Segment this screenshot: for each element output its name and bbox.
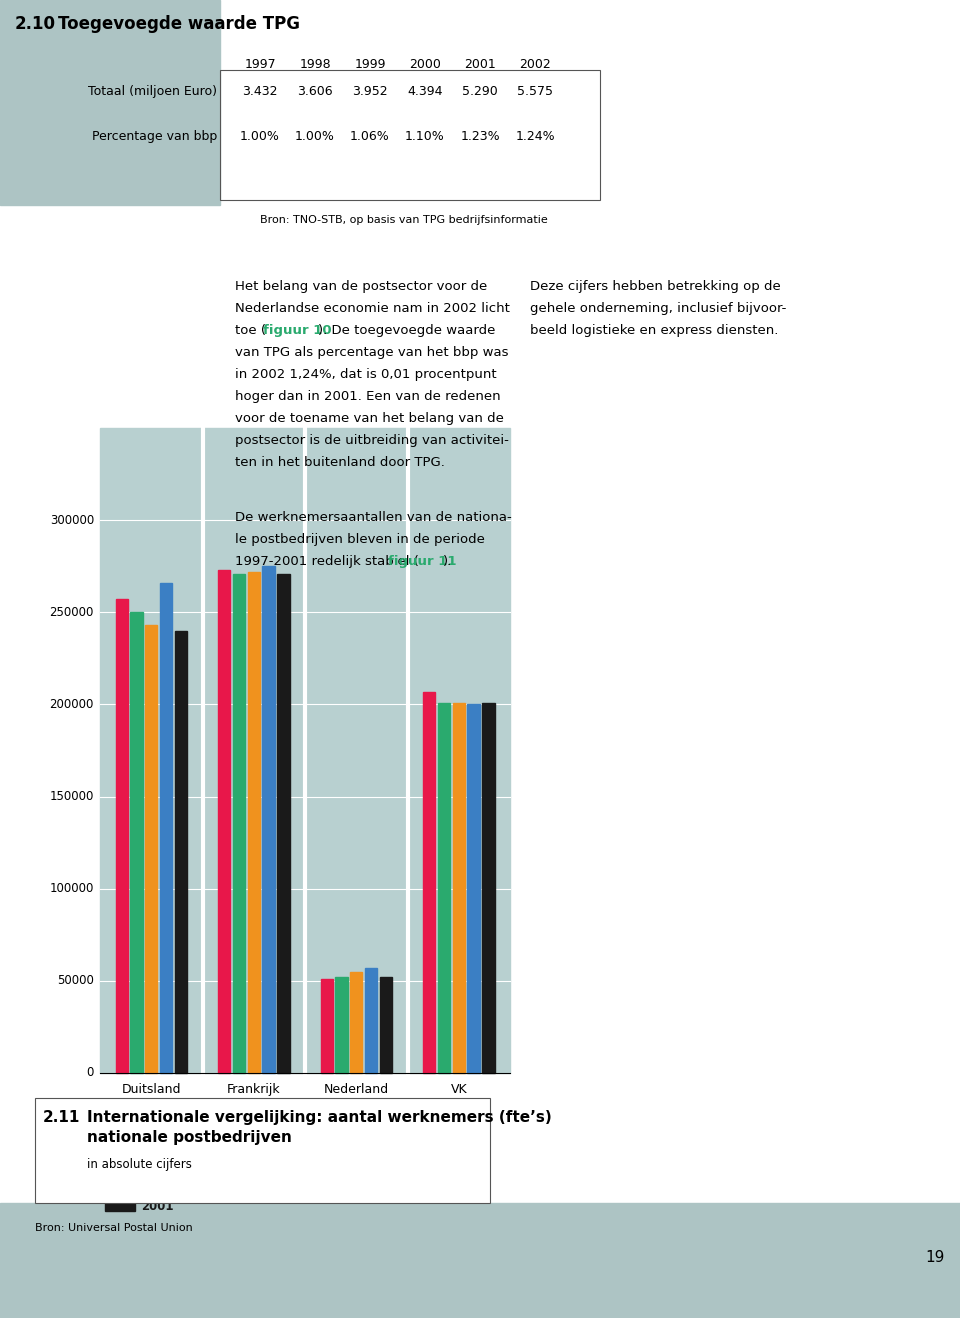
Text: VK: VK — [450, 1083, 468, 1097]
Bar — [100, 428, 203, 1073]
Bar — [175, 631, 187, 1073]
Text: toe (: toe ( — [235, 324, 266, 337]
Bar — [335, 977, 348, 1073]
Text: Het belang van de postsector voor de: Het belang van de postsector voor de — [235, 279, 488, 293]
Bar — [105, 1114, 135, 1123]
Text: Percentage van bbp: Percentage van bbp — [92, 130, 217, 142]
Text: van TPG als percentage van het bbp was: van TPG als percentage van het bbp was — [235, 347, 509, 358]
Bar — [145, 625, 157, 1073]
Text: 1999: 1999 — [141, 1156, 174, 1169]
Bar — [407, 428, 510, 1073]
Text: 2000: 2000 — [409, 58, 441, 71]
Bar — [482, 702, 494, 1073]
Text: 150000: 150000 — [50, 789, 94, 803]
Text: 1999: 1999 — [354, 58, 386, 71]
Text: in 2002 1,24%, dat is 0,01 procentpunt: in 2002 1,24%, dat is 0,01 procentpunt — [235, 368, 496, 381]
Text: 1.00%: 1.00% — [240, 130, 280, 142]
Text: 1.00%: 1.00% — [295, 130, 335, 142]
Bar — [262, 567, 275, 1073]
Bar — [131, 613, 143, 1073]
Bar — [380, 977, 392, 1073]
Bar — [35, 1098, 490, 1203]
Text: in absolute cijfers: in absolute cijfers — [87, 1159, 192, 1170]
Text: 2002: 2002 — [519, 58, 551, 71]
Text: 100000: 100000 — [50, 882, 94, 895]
Text: 2.10: 2.10 — [15, 14, 56, 33]
Text: 2001: 2001 — [464, 58, 496, 71]
Bar — [0, 0, 220, 206]
Text: 0: 0 — [86, 1066, 94, 1079]
Bar — [105, 1159, 135, 1166]
Text: 2000: 2000 — [141, 1177, 174, 1190]
Bar — [277, 573, 290, 1073]
Text: 250000: 250000 — [50, 606, 94, 618]
Bar — [203, 428, 305, 1073]
Text: 19: 19 — [925, 1251, 945, 1265]
Bar — [305, 428, 407, 1073]
Text: Bron: Universal Postal Union: Bron: Universal Postal Union — [35, 1223, 193, 1234]
Text: gehele onderneming, inclusief bijvoor-: gehele onderneming, inclusief bijvoor- — [530, 302, 786, 315]
Text: Nederland: Nederland — [324, 1083, 389, 1097]
Text: 1998: 1998 — [141, 1133, 174, 1147]
Bar — [105, 1202, 135, 1211]
Bar — [233, 573, 245, 1073]
Text: Toegevoegde waarde TPG: Toegevoegde waarde TPG — [58, 14, 300, 33]
Text: 4.394: 4.394 — [407, 84, 443, 98]
Text: 5.575: 5.575 — [517, 84, 553, 98]
Text: Nederlandse economie nam in 2002 licht: Nederlandse economie nam in 2002 licht — [235, 302, 510, 315]
Bar — [423, 692, 435, 1073]
Text: ten in het buitenland door TPG.: ten in het buitenland door TPG. — [235, 456, 444, 469]
Text: 300000: 300000 — [50, 514, 94, 527]
Text: 1998: 1998 — [300, 58, 331, 71]
Bar — [365, 967, 377, 1073]
Bar — [321, 979, 333, 1073]
Bar — [438, 702, 450, 1073]
Text: 1997-2001 redelijk stabiel (: 1997-2001 redelijk stabiel ( — [235, 555, 419, 568]
Text: ). De toegevoegde waarde: ). De toegevoegde waarde — [318, 324, 495, 337]
Text: 1.23%: 1.23% — [460, 130, 500, 142]
Text: beeld logistieke en express diensten.: beeld logistieke en express diensten. — [530, 324, 779, 337]
Bar — [0, 1203, 960, 1318]
Bar — [115, 600, 128, 1073]
Bar — [105, 1136, 135, 1145]
Text: 2.11: 2.11 — [43, 1110, 81, 1126]
Text: Deze cijfers hebben betrekking op de: Deze cijfers hebben betrekking op de — [530, 279, 780, 293]
Text: ).: ). — [443, 555, 452, 568]
Text: hoger dan in 2001. Een van de redenen: hoger dan in 2001. Een van de redenen — [235, 390, 500, 403]
Text: Duitsland: Duitsland — [122, 1083, 181, 1097]
Text: 1997: 1997 — [244, 58, 276, 71]
Bar — [160, 583, 172, 1073]
Bar — [248, 572, 260, 1073]
Text: 1.24%: 1.24% — [516, 130, 555, 142]
Text: 1.06%: 1.06% — [350, 130, 390, 142]
Text: nationale postbedrijven: nationale postbedrijven — [87, 1130, 292, 1145]
Text: figuur 11: figuur 11 — [388, 555, 457, 568]
Text: 3.952: 3.952 — [352, 84, 388, 98]
Text: Internationale vergelijking: aantal werknemers (fte’s): Internationale vergelijking: aantal werk… — [87, 1110, 552, 1126]
Text: 200000: 200000 — [50, 699, 94, 710]
Bar — [468, 704, 480, 1073]
Bar — [220, 70, 600, 200]
Text: voor de toename van het belang van de: voor de toename van het belang van de — [235, 413, 504, 424]
Bar — [452, 702, 465, 1073]
Bar — [350, 971, 363, 1073]
Bar — [105, 1180, 135, 1189]
Text: Frankrijk: Frankrijk — [227, 1083, 280, 1097]
Text: Bron: TNO-STB, op basis van TPG bedrijfsinformatie: Bron: TNO-STB, op basis van TPG bedrijfs… — [260, 215, 548, 225]
Bar — [218, 569, 230, 1073]
Text: postsector is de uitbreiding van activitei-: postsector is de uitbreiding van activit… — [235, 434, 509, 447]
Text: 1997: 1997 — [141, 1111, 174, 1124]
Text: 1.10%: 1.10% — [405, 130, 444, 142]
Text: le postbedrijven bleven in de periode: le postbedrijven bleven in de periode — [235, 532, 485, 546]
Text: 50000: 50000 — [58, 974, 94, 987]
Text: 5.290: 5.290 — [462, 84, 498, 98]
Text: 2001: 2001 — [141, 1199, 174, 1213]
Text: De werknemersaantallen van de nationa-: De werknemersaantallen van de nationa- — [235, 511, 512, 525]
Text: figuur 10: figuur 10 — [263, 324, 331, 337]
Text: Totaal (miljoen Euro): Totaal (miljoen Euro) — [88, 84, 217, 98]
Text: 3.606: 3.606 — [298, 84, 333, 98]
Text: 3.432: 3.432 — [242, 84, 277, 98]
